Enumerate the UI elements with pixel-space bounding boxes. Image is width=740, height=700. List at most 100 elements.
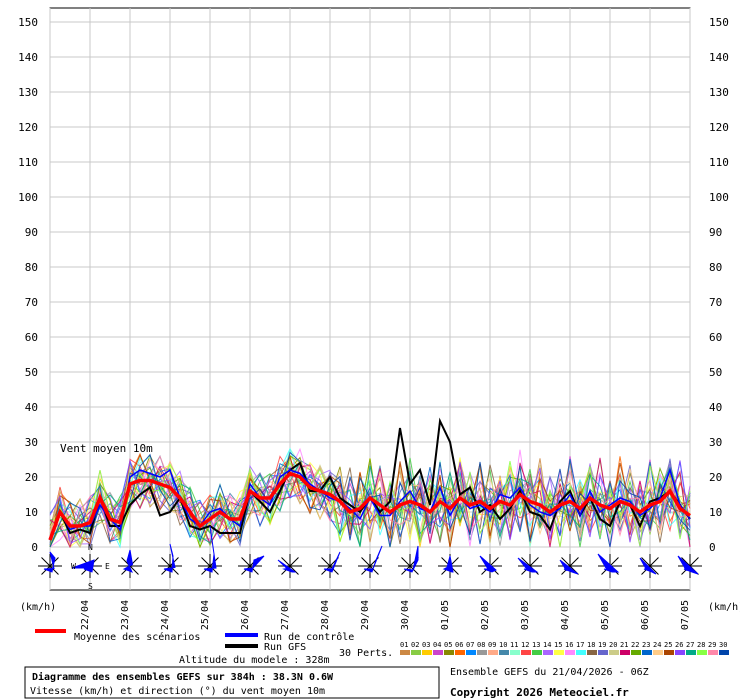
perturbation-number: 25: [664, 641, 672, 649]
x-tick-label: 23/04: [120, 600, 131, 630]
wind-rose-petal: [71, 559, 95, 573]
y-tick-label-right: 100: [709, 191, 729, 204]
y-tick-label-right: 70: [709, 296, 722, 309]
wind-rose: [71, 554, 102, 578]
y-tick-label-left: 70: [25, 296, 38, 309]
wind-rose-axis: [361, 565, 371, 575]
wind-rose: [638, 554, 662, 578]
x-tick-label: 27/04: [280, 600, 291, 630]
wind-rose: [438, 554, 462, 578]
perturbation-swatch: [477, 650, 487, 655]
perturbation-swatch: [554, 650, 564, 655]
perturbation-swatch: [664, 650, 674, 655]
perturbation-number: 01: [400, 641, 408, 649]
wind-rose-petal: [203, 525, 217, 573]
panel-label: Vent moyen 10m: [60, 442, 153, 455]
wind-rose: [118, 549, 142, 578]
perturbation-swatch: [488, 650, 498, 655]
wind-rose: [398, 545, 422, 578]
x-tick-label: 02/05: [480, 600, 491, 630]
perturbation-number: 05: [444, 641, 452, 649]
footer-box: [24, 666, 440, 699]
y-tick-label-right: 10: [709, 506, 722, 519]
footer-subtitle: Vitesse (km/h) et direction (°) du vent …: [30, 686, 325, 697]
wind-rose: [358, 545, 383, 578]
y-tick-label-left: 20: [25, 471, 38, 484]
wind-rose: [677, 554, 702, 578]
x-tick-label: 03/05: [520, 600, 531, 630]
wind-rose-petal: [323, 551, 341, 573]
wind-rose: [238, 554, 265, 578]
wind-rose-petal: [277, 559, 297, 573]
perturbation-swatch: [708, 650, 718, 655]
compass-w-label: W: [71, 562, 76, 571]
wind-rose-axis: [289, 557, 299, 567]
y-tick-label-right: 0: [709, 541, 716, 554]
perturbation-number: 18: [587, 641, 595, 649]
wind-rose-petal: [677, 555, 699, 575]
perturbation-line: [49, 447, 691, 548]
wind-rose-axis: [689, 557, 699, 567]
y-tick-labels: 0 0 10 10 20 20 30 30 40 40 50 50 60 60 70 70 80 80 90 90 10…: [18, 16, 729, 554]
wind-rose-axis: [41, 557, 51, 567]
perturbation-number: 27: [686, 641, 694, 649]
mean-line: [48, 471, 692, 541]
wind-rose-axis: [241, 565, 251, 575]
y-tick-label-left: 30: [25, 436, 38, 449]
perturbation-number: 13: [532, 641, 540, 649]
perturbation-number: 03: [422, 641, 430, 649]
wind-rose-petal: [597, 553, 620, 573]
perturbation-number: 15: [554, 641, 562, 649]
perturbation-swatch: [675, 650, 685, 655]
footer-title: Diagramme des ensembles GEFS sur 384h : …: [32, 671, 334, 683]
x-tick-label: 24/04: [160, 600, 171, 630]
x-tick-label: 06/05: [640, 600, 651, 630]
perturbation-line: [49, 458, 691, 541]
wind-rose-axis: [401, 557, 411, 567]
wind-rose-axis: [161, 557, 171, 567]
perturbation-number: 04: [433, 641, 441, 649]
y-tick-label-right: 20: [709, 471, 722, 484]
perturbation-swatch: [433, 650, 443, 655]
y-tick-label-left: 50: [25, 366, 38, 379]
unit-label-right: (km/h): [708, 602, 740, 613]
perturbation-swatch: [598, 650, 608, 655]
wind-rose-axis: [529, 557, 539, 567]
y-tick-label-left: 0: [31, 541, 38, 554]
perturbation-number: 22: [631, 641, 639, 649]
wind-rose: [318, 551, 342, 578]
perturbation-swatch: [444, 650, 454, 655]
wind-rose-axis: [281, 557, 291, 567]
perturbation-swatch: [521, 650, 531, 655]
wind-rose-petal: [442, 555, 454, 573]
perturbation-number: 16: [565, 641, 573, 649]
wind-rose: [198, 525, 222, 578]
wind-rose: [597, 553, 622, 578]
wind-rose-axis: [129, 565, 139, 575]
y-tick-label-right: 90: [709, 226, 722, 239]
perturbation-number: 12: [521, 641, 529, 649]
wind-rose-axis: [201, 557, 211, 567]
x-tick-label: 01/05: [440, 600, 451, 630]
perturbation-number: 17: [576, 641, 584, 649]
x-tick-label: 26/04: [240, 600, 251, 630]
y-tick-label-right: 130: [709, 86, 729, 99]
wind-rose-axis: [209, 565, 219, 575]
wind-rose-axis: [361, 557, 371, 567]
perturbation-swatch: [411, 650, 421, 655]
wind-rose-axis: [369, 565, 379, 575]
compass-n-label: N: [88, 543, 93, 552]
legend-perts-label: 30 Perts.: [339, 648, 393, 659]
wind-rose-axis: [41, 565, 51, 575]
x-tick-label: 28/04: [320, 600, 331, 630]
wind-rose-axis: [681, 557, 691, 567]
wind-rose: [558, 554, 582, 578]
perturbation-number: 11: [510, 641, 518, 649]
perturbation-swatch: [565, 650, 575, 655]
wind-rose-axis: [649, 565, 659, 575]
legend: Moyenne des scénarios Run de contrôle Ru…: [35, 629, 729, 666]
x-tick-label: 22/04: [80, 600, 91, 630]
perturbation-swatch: [631, 650, 641, 655]
wind-rose: [158, 543, 182, 578]
